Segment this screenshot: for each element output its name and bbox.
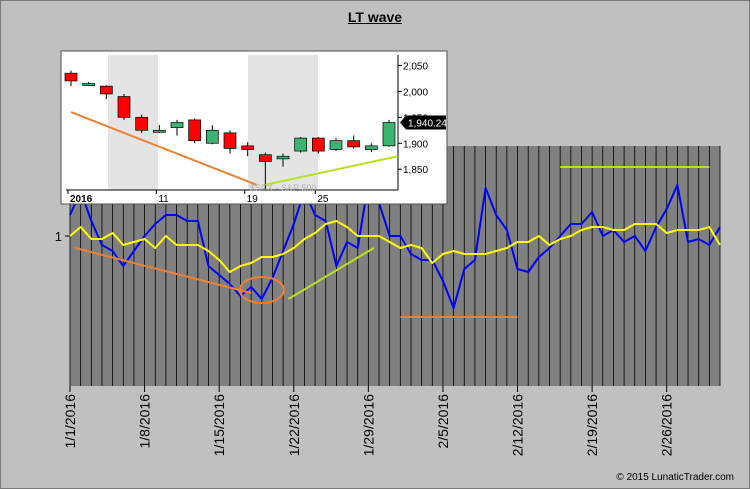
candle-body	[329, 140, 343, 150]
inset-chart: 2,0502,0001,9501,9001,8502016111925$SPX …	[60, 50, 448, 205]
inset-price-marker	[400, 115, 446, 130]
candle-body	[99, 85, 113, 95]
series-line-blue	[69, 181, 721, 309]
copyright-notice: © 2015 LunaticTrader.com	[616, 472, 734, 483]
candle-body	[364, 145, 378, 150]
y-tick-label: 1	[55, 229, 62, 244]
candle-body	[170, 122, 184, 129]
inset-y-tick-label: 1,850	[403, 165, 428, 176]
x-tick-label: 2/12/2016	[510, 394, 526, 456]
inset-week-band	[108, 55, 158, 190]
candle-body	[117, 96, 131, 118]
candle-body	[241, 145, 255, 150]
series-line-yellow	[69, 220, 721, 273]
candle-body	[223, 132, 237, 149]
inset-x-tick-label: 2016	[70, 194, 93, 205]
inset-week-band	[248, 55, 318, 190]
candle-body	[276, 155, 290, 160]
candle-body	[382, 122, 396, 147]
x-tick-label: 1/29/2016	[360, 394, 376, 456]
inset-price-label: 1,940.24	[408, 119, 447, 130]
candle-body	[347, 140, 361, 148]
x-tick-label: 1/15/2016	[211, 394, 227, 456]
inset-x-tick-label: 19	[247, 194, 259, 205]
inset-y-tick-label: 1,900	[403, 139, 428, 150]
x-tick-label: 1/8/2016	[137, 394, 153, 449]
candle-body	[294, 137, 308, 152]
chart-title: LT wave	[347, 9, 403, 25]
inset-annotation-trendline-orange	[70, 111, 257, 186]
x-tick-label: 2/5/2016	[435, 394, 451, 449]
inset-x-tick-label: 25	[317, 194, 329, 205]
inset-y-tick-label: 2,050	[403, 61, 428, 72]
candle-body	[258, 154, 272, 162]
candle-body	[188, 119, 202, 142]
candle-body	[64, 72, 78, 82]
candle-body	[205, 129, 219, 144]
x-tick-label: 2/26/2016	[659, 394, 675, 456]
x-tick-label: 2/19/2016	[584, 394, 600, 456]
inset-symbol-label: $SPX - S&P 500	[250, 183, 316, 193]
candle-body	[135, 116, 149, 131]
inset-annotation-trendline-green	[265, 155, 399, 186]
annotation-trendline-orange	[75, 247, 252, 294]
candle-body	[82, 83, 96, 86]
x-tick-label: 1/1/2016	[62, 394, 78, 449]
inset-y-tick-label: 2,000	[403, 87, 428, 98]
x-tick-label: 1/22/2016	[286, 394, 302, 456]
inset-x-tick-label: 11	[158, 194, 169, 205]
candle-body	[152, 129, 166, 133]
candle-body	[311, 137, 325, 152]
annotation-trendline-green	[287, 247, 375, 300]
annotation-ellipse	[238, 276, 285, 304]
